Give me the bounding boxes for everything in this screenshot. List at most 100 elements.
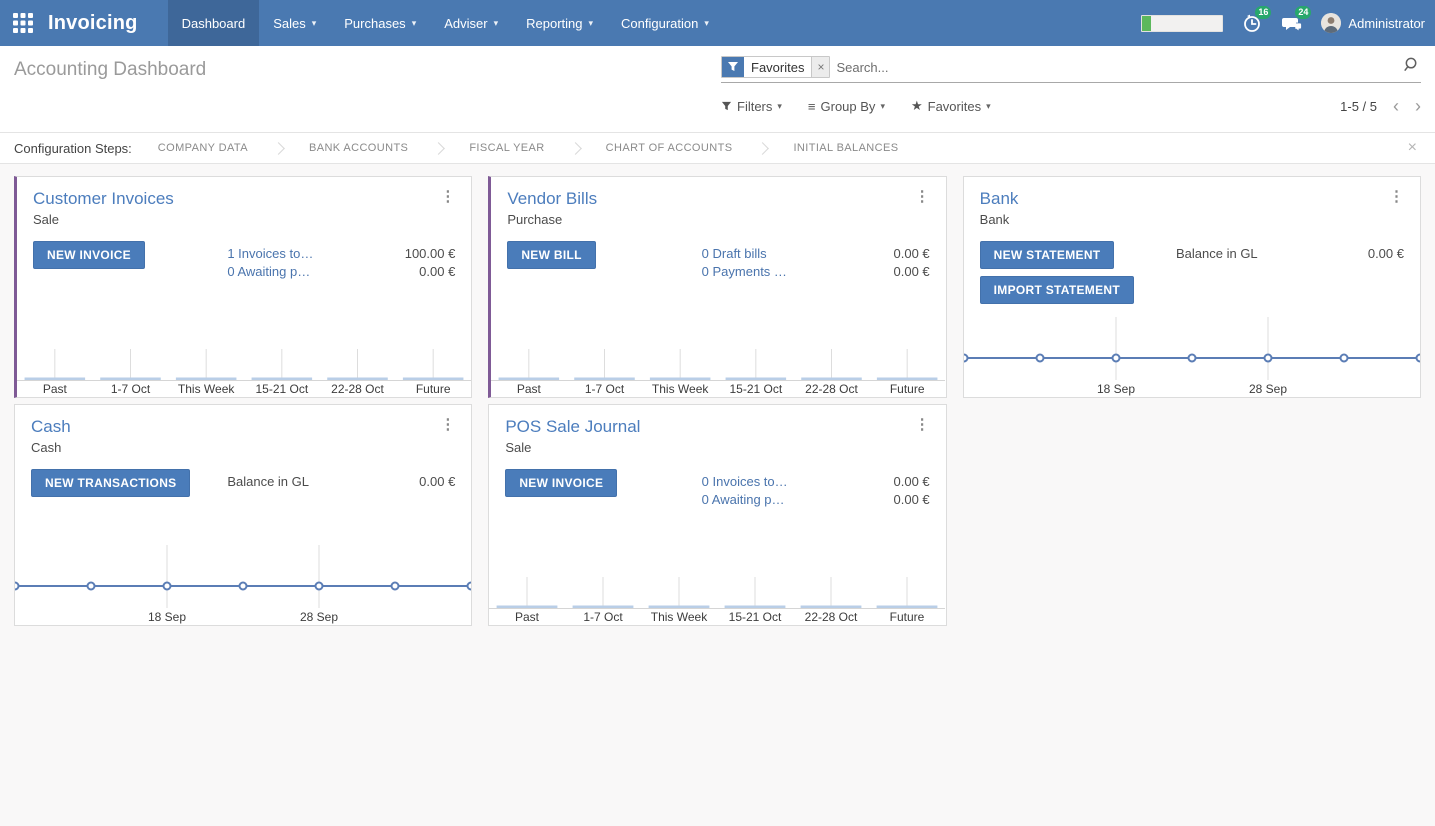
step-chart-of-accounts[interactable]: CHART OF ACCOUNTS bbox=[605, 142, 733, 154]
svg-text:Past: Past bbox=[43, 382, 68, 396]
step-fiscal-year[interactable]: FISCAL YEAR bbox=[469, 142, 545, 154]
group-by-icon: ≡ bbox=[807, 98, 816, 114]
svg-text:1-7 Oct: 1-7 Oct bbox=[111, 382, 151, 396]
caret-down-icon: ▾ bbox=[311, 17, 317, 28]
kebab-menu-icon[interactable]: ⋮ bbox=[914, 416, 930, 433]
draft-bills-link[interactable]: 0 Draft bills bbox=[701, 246, 767, 261]
sparkline-line-chart[interactable]: 18 Sep 28 Sep bbox=[963, 311, 1420, 397]
caret-down-icon: ▾ bbox=[777, 100, 782, 111]
svg-text:This Week: This Week bbox=[178, 382, 235, 396]
apps-grid-icon[interactable] bbox=[12, 12, 34, 34]
messages-icon[interactable]: 24 bbox=[1281, 6, 1312, 34]
menu-label: Dashboard bbox=[181, 15, 246, 31]
card-title[interactable]: Bank bbox=[979, 189, 1019, 208]
balance-in-gl-label: Balance in GL bbox=[1176, 246, 1258, 261]
svg-text:Past: Past bbox=[517, 382, 542, 396]
import-statement-button[interactable]: IMPORT STATEMENT bbox=[979, 276, 1135, 304]
star-icon: ★ bbox=[910, 98, 923, 113]
amount-value: 0.00 € bbox=[893, 474, 930, 489]
card-title[interactable]: POS Sale Journal bbox=[505, 417, 641, 436]
step-chevron-icon bbox=[272, 141, 285, 155]
svg-text:22-28 Oct: 22-28 Oct bbox=[805, 382, 858, 396]
card-subtitle: Sale bbox=[33, 212, 60, 227]
group-by-button[interactable]: ≡ Group By ▾ bbox=[808, 98, 885, 114]
sparkline-bar-chart[interactable]: Past 1-7 Oct This Week 15-21 Oct 22-28 Oct Fu… bbox=[489, 539, 946, 625]
activities-timer-icon[interactable]: 16 bbox=[1241, 6, 1272, 34]
filters-label: Filters bbox=[737, 98, 773, 114]
search-icon[interactable] bbox=[1404, 57, 1419, 77]
svg-text:22-28 Oct: 22-28 Oct bbox=[331, 382, 384, 396]
kebab-menu-icon[interactable]: ⋮ bbox=[440, 188, 456, 205]
svg-text:This Week: This Week bbox=[652, 382, 709, 396]
favorites-label: Favorites bbox=[927, 98, 982, 114]
kebab-menu-icon[interactable]: ⋮ bbox=[1389, 188, 1404, 205]
invoices-to-validate-link[interactable]: 1 Invoices to… bbox=[227, 246, 314, 261]
card-subtitle: Sale bbox=[505, 440, 532, 455]
svg-text:18 Sep: 18 Sep bbox=[148, 610, 186, 624]
menu-configuration[interactable]: Configuration ▾ bbox=[607, 0, 723, 46]
svg-text:This Week: This Week bbox=[651, 610, 708, 624]
card-title[interactable]: Vendor Bills bbox=[507, 189, 598, 208]
svg-text:15-21 Oct: 15-21 Oct bbox=[730, 382, 783, 396]
card-title[interactable]: Customer Invoices bbox=[33, 189, 174, 208]
menu-purchases[interactable]: Purchases ▾ bbox=[330, 0, 430, 46]
search-bar: Favorites × bbox=[721, 56, 1421, 83]
sparkline-bar-chart[interactable]: Past 1-7 Oct This Week 15-21 Oct 22-28 Oct Fu… bbox=[491, 311, 946, 397]
menu-sales[interactable]: Sales ▾ bbox=[259, 0, 330, 46]
step-company-data[interactable]: COMPANY DATA bbox=[157, 142, 248, 154]
pager-value[interactable]: 1-5 / 5 bbox=[1340, 98, 1377, 114]
avatar bbox=[1321, 13, 1342, 33]
new-bill-button[interactable]: NEW BILL bbox=[507, 241, 596, 269]
kebab-menu-icon[interactable]: ⋮ bbox=[914, 188, 930, 205]
top-navbar: Invoicing Dashboard Sales ▾ Purchases ▾ … bbox=[0, 0, 1435, 46]
journal-card-bank: Bank Bank ⋮ NEW STATEMENT IMPORT STATEME… bbox=[962, 176, 1421, 398]
payments-link[interactable]: 0 Payments … bbox=[701, 264, 787, 279]
menu-reporting[interactable]: Reporting ▾ bbox=[512, 0, 607, 46]
usage-progress-bar[interactable] bbox=[1141, 14, 1224, 32]
svg-text:18 Sep: 18 Sep bbox=[1097, 382, 1135, 396]
sparkline-bar-chart[interactable]: Past 1-7 Oct This Week 15-21 Oct 22-28 Oct Fu… bbox=[17, 311, 471, 397]
pager-previous-icon[interactable]: ‹ bbox=[1393, 96, 1399, 116]
menu-dashboard[interactable]: Dashboard bbox=[167, 0, 260, 46]
card-subtitle: Cash bbox=[31, 440, 62, 455]
new-transactions-button[interactable]: NEW TRANSACTIONS bbox=[31, 469, 191, 497]
svg-text:15-21 Oct: 15-21 Oct bbox=[255, 382, 308, 396]
sparkline-line-chart[interactable]: 18 Sep 28 Sep bbox=[15, 539, 472, 625]
amount-value: 0.00 € bbox=[1367, 246, 1404, 261]
kebab-menu-icon[interactable]: ⋮ bbox=[440, 416, 456, 433]
close-icon[interactable]: × bbox=[1407, 139, 1417, 156]
menu-label: Adviser bbox=[444, 15, 488, 31]
main-menu: Dashboard Sales ▾ Purchases ▾ Adviser ▾ … bbox=[167, 0, 723, 46]
new-invoice-button[interactable]: NEW INVOICE bbox=[33, 241, 145, 269]
new-invoice-button[interactable]: NEW INVOICE bbox=[505, 469, 618, 497]
step-initial-balances[interactable]: INITIAL BALANCES bbox=[793, 142, 899, 154]
awaiting-payments-link[interactable]: 0 Awaiting p… bbox=[701, 492, 785, 507]
favorites-button[interactable]: ★ Favorites ▾ bbox=[911, 98, 991, 114]
svg-text:Future: Future bbox=[890, 610, 925, 624]
svg-text:28 Sep: 28 Sep bbox=[1249, 382, 1287, 396]
invoices-to-validate-link[interactable]: 0 Invoices to… bbox=[701, 474, 788, 489]
card-title[interactable]: Cash bbox=[31, 417, 71, 436]
menu-adviser[interactable]: Adviser ▾ bbox=[430, 0, 512, 46]
awaiting-payments-link[interactable]: 0 Awaiting p… bbox=[227, 264, 311, 279]
menu-label: Sales bbox=[273, 15, 306, 31]
new-statement-button[interactable]: NEW STATEMENT bbox=[979, 241, 1115, 269]
facet-remove-icon[interactable]: × bbox=[811, 57, 830, 77]
filter-funnel-icon bbox=[722, 57, 744, 77]
search-input[interactable] bbox=[836, 59, 1404, 75]
filters-button[interactable]: Filters ▾ bbox=[721, 98, 782, 114]
user-menu[interactable]: Administrator bbox=[1321, 13, 1425, 33]
caret-down-icon: ▾ bbox=[588, 17, 594, 28]
step-bank-accounts[interactable]: BANK ACCOUNTS bbox=[308, 142, 409, 154]
messages-badge: 24 bbox=[1295, 6, 1312, 19]
caret-down-icon: ▾ bbox=[493, 17, 499, 28]
username: Administrator bbox=[1348, 15, 1425, 31]
svg-text:15-21 Oct: 15-21 Oct bbox=[729, 610, 782, 624]
search-facet-favorites: Favorites × bbox=[721, 56, 831, 78]
svg-text:1-7 Oct: 1-7 Oct bbox=[584, 610, 624, 624]
svg-text:Future: Future bbox=[416, 382, 451, 396]
menu-label: Reporting bbox=[526, 15, 583, 31]
menu-label: Purchases bbox=[344, 15, 406, 31]
pager-next-icon[interactable]: › bbox=[1415, 96, 1421, 116]
svg-text:Future: Future bbox=[890, 382, 925, 396]
